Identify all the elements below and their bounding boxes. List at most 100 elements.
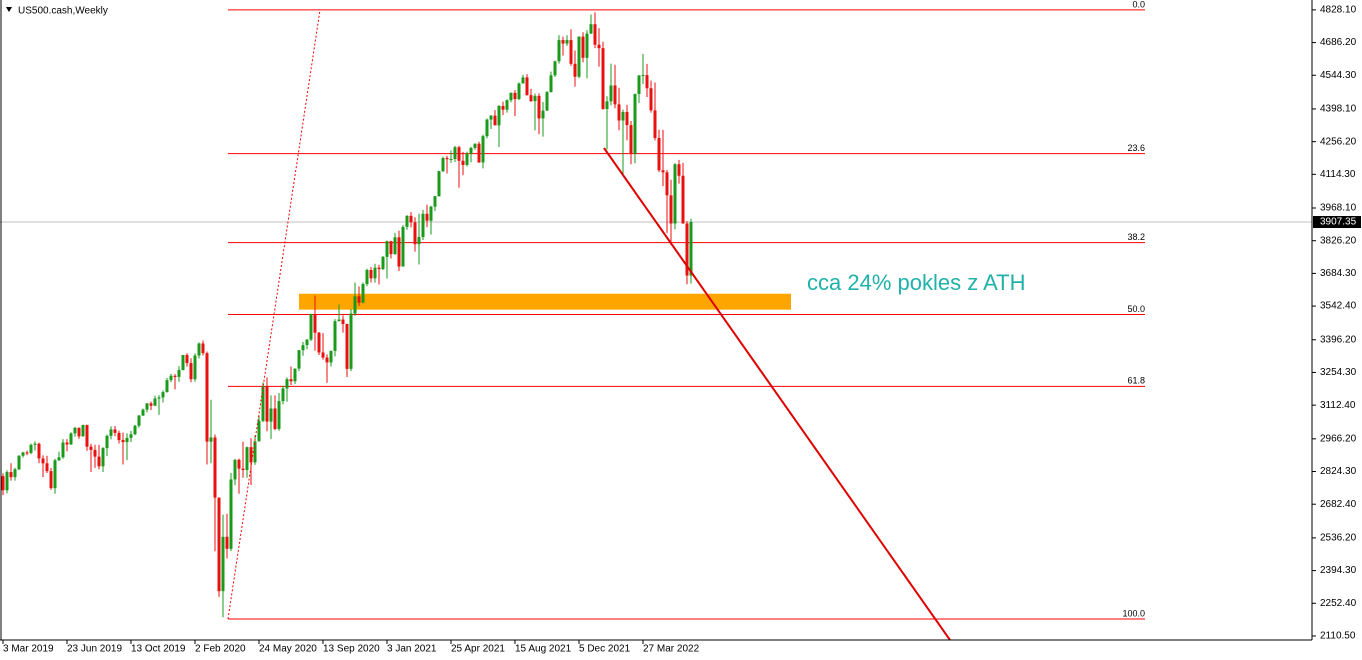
candle-body [301,345,305,351]
y-tick-label: 3684.30 [1320,268,1357,279]
candle-body [565,40,569,44]
candle-body [397,237,401,267]
candle-body [625,111,629,126]
candle-body [649,88,653,111]
candle-body [289,379,293,382]
candle-body [665,172,669,196]
candle-body [561,40,565,44]
candle-body [145,403,149,410]
candle-body [517,83,521,100]
candle-body [473,143,477,148]
x-tick-label: 24 May 2020 [259,644,317,655]
y-tick-label: 3254.30 [1320,367,1357,378]
candle-body [597,44,601,49]
candle-body [361,284,365,303]
candle-body [209,437,213,442]
candle-body [169,375,173,381]
candle-body [261,386,265,421]
candle-body [233,459,237,480]
candle-body [125,437,129,443]
y-tick-label: 2966.20 [1320,433,1357,444]
candle-body [541,110,545,119]
candle-body [489,115,493,120]
candle-body [621,111,625,121]
candle-body [461,160,465,165]
candle-body [429,206,433,221]
candle-body [245,447,249,470]
candle-body [501,105,505,110]
candle-body [109,429,113,436]
candle-body [13,469,17,478]
candle-body [81,425,85,437]
candle-body [37,443,41,459]
candle-body [121,440,125,443]
candle-body [41,458,45,464]
candle-body [513,92,517,100]
candle-body [225,536,229,549]
candle-body [117,432,121,441]
fib-anchor-line [227,9,321,620]
candle-body [129,434,133,438]
candle-body [249,447,253,463]
y-tick-label: 2824.30 [1320,466,1357,477]
candle-body [593,24,597,45]
candle-body [645,75,649,89]
candle-body [385,241,389,257]
candle-body [341,319,345,324]
candle-body [653,110,657,138]
candle-body [189,363,193,380]
x-tick-label: 13 Sep 2020 [323,644,380,655]
candle-body [157,397,161,399]
candle-body [545,92,549,111]
candle-body [93,449,97,457]
candle-body [325,357,329,363]
candle-body [5,472,9,491]
candle-body [65,442,69,445]
candle-body [469,147,473,154]
x-tick-label: 25 Apr 2021 [451,644,505,655]
candle-body [33,443,37,445]
candle-body [381,256,385,270]
candle-body [53,460,57,489]
candle-body [485,119,489,137]
candle-body [25,452,29,454]
candle-body [585,33,589,58]
candle-body [197,343,201,356]
candle-body [669,195,673,224]
candle-body [17,455,21,470]
y-tick-label: 2110.50 [1320,631,1356,642]
candle-body [497,105,501,126]
candle-body [637,75,641,94]
candle-body [413,222,417,245]
candle-body [309,314,313,340]
candle-body [45,463,49,472]
candle-body [257,420,261,442]
y-tick-label: 4828.10 [1320,5,1357,16]
candle-body [305,339,309,346]
candle-body [557,40,561,62]
candle-body [297,350,301,369]
candle-body [349,313,353,369]
candle-body [105,435,109,449]
candle-body [569,40,573,64]
candle-body [333,321,337,351]
fib-level-label: 38.2 [1127,232,1145,242]
trend-line [603,147,951,641]
candle-body [97,456,101,467]
candle-body [633,93,637,154]
y-tick-label: 3396.20 [1320,334,1357,345]
candle-body [217,497,221,592]
menu-icon[interactable] [6,7,12,12]
candle-body [581,36,585,58]
candle-body [77,427,81,437]
candle-body [389,241,393,255]
candle-body [177,369,181,377]
candle-body [433,196,437,207]
x-tick-label: 13 Oct 2019 [131,644,186,655]
candle-body [185,355,189,364]
candle-body [281,388,285,402]
candle-body [629,125,633,154]
candle-body [573,63,577,77]
candle-body [589,24,593,34]
